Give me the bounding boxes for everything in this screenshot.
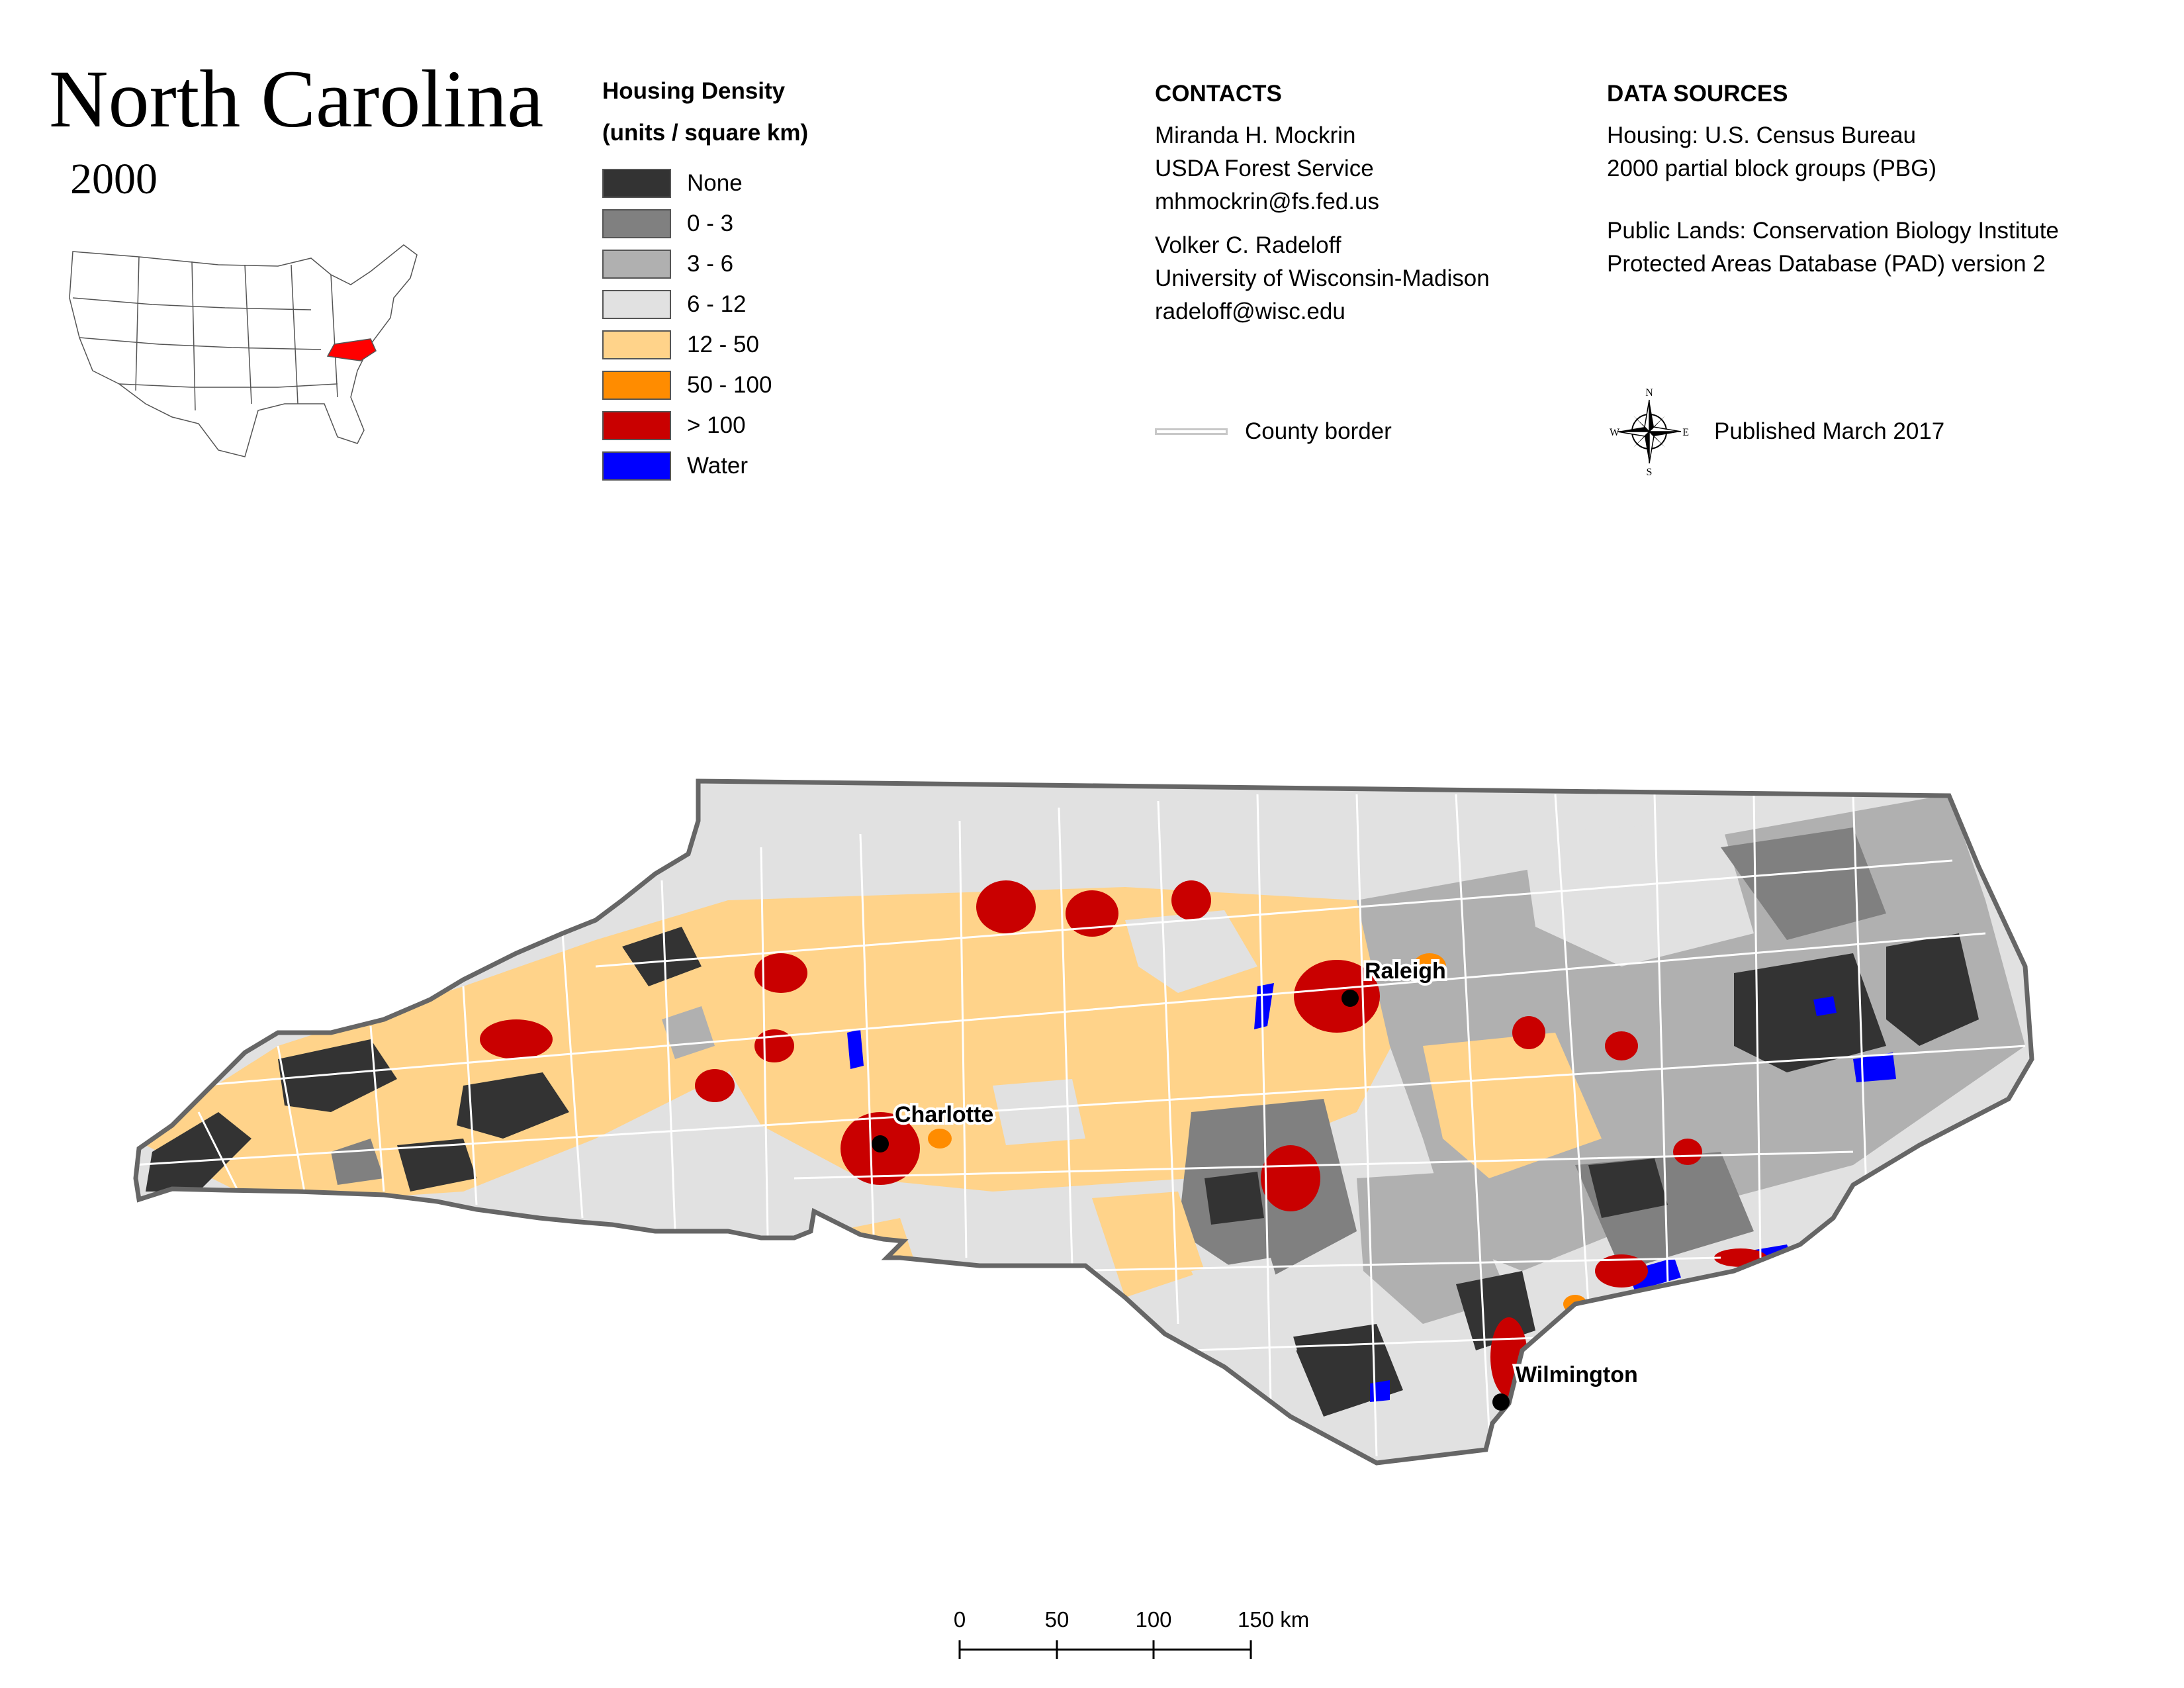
- legend-swatch: [602, 209, 671, 238]
- state-outline: [133, 778, 2034, 1466]
- lands-source-line1: Public Lands: Conservation Biology Insti…: [1607, 218, 2059, 244]
- us-locator-map: [69, 244, 418, 457]
- contact2-email[interactable]: radeloff@wisc.edu: [1155, 299, 1345, 324]
- county-border-legend: County border: [1155, 418, 1392, 445]
- nc-highlight: [326, 338, 377, 361]
- legend-item: 3 - 6: [602, 244, 808, 284]
- us-outline: [69, 244, 418, 457]
- scale-label-1: 50: [1045, 1607, 1069, 1632]
- contact2-org: University of Wisconsin-Madison: [1155, 265, 1490, 291]
- city-label-raleigh: Raleigh: [1365, 959, 1446, 984]
- legend-item: None: [602, 163, 808, 203]
- legend-item: 12 - 50: [602, 324, 808, 365]
- map-year: 2000: [70, 155, 158, 203]
- contacts-block: CONTACTS Miranda H. Mockrin USDA Forest …: [1155, 81, 1490, 328]
- compass-rose-icon: N S E W: [1610, 387, 1689, 477]
- legend-label: 6 - 12: [687, 291, 747, 317]
- scale-label-0: 0: [954, 1607, 966, 1632]
- legend-swatch: [602, 168, 671, 198]
- legend-swatch: [602, 451, 671, 481]
- legend-swatch: [602, 330, 671, 359]
- legend-label: 3 - 6: [687, 250, 734, 277]
- compass-south: S: [1647, 467, 1653, 477]
- county-borders: [136, 794, 2026, 1457]
- city-marker-wilmington: [1492, 1393, 1510, 1411]
- legend-heading: Housing Density: [602, 78, 786, 104]
- contact1-name: Miranda H. Mockrin: [1155, 122, 1356, 148]
- legend-label: None: [687, 169, 743, 196]
- city-charlotte: Charlotte: [872, 1100, 996, 1152]
- north-carolina-map: Raleigh Charlotte Wilmington: [133, 778, 2034, 1466]
- legend-swatch: [602, 410, 671, 440]
- county-border-swatch: [1155, 428, 1228, 435]
- contacts-heading: CONTACTS: [1155, 81, 1282, 107]
- legend-item: 0 - 3: [602, 203, 808, 244]
- legend-item: 50 - 100: [602, 365, 808, 405]
- scale-label-3: 150 km: [1238, 1607, 1309, 1632]
- legend-swatch: [602, 370, 671, 400]
- compass-north: N: [1645, 387, 1653, 399]
- legend-label: > 100: [687, 412, 746, 438]
- housing-source-line1: Housing: U.S. Census Bureau: [1607, 122, 1916, 148]
- map-title: North Carolina: [49, 54, 544, 144]
- legend-swatch: [602, 289, 671, 319]
- lands-source-line2: Protected Areas Database (PAD) version 2: [1607, 251, 2046, 277]
- contact1-org: USDA Forest Service: [1155, 156, 1374, 181]
- sources-heading: DATA SOURCES: [1607, 81, 1788, 107]
- housing-source-line2: 2000 partial block groups (PBG): [1607, 156, 1937, 181]
- city-marker-charlotte: [872, 1135, 889, 1152]
- compass-east: E: [1682, 427, 1689, 438]
- scale-label-2: 100: [1135, 1607, 1171, 1632]
- city-wilmington: Wilmington: [1492, 1360, 1641, 1411]
- city-marker-raleigh: [1342, 990, 1359, 1007]
- legend-label: 50 - 100: [687, 371, 772, 398]
- city-raleigh: Raleigh: [1342, 956, 1449, 1007]
- county-border-label: County border: [1245, 418, 1392, 444]
- city-label-charlotte: Charlotte: [895, 1102, 993, 1127]
- scale-bar: 0 50 100 150 km: [954, 1607, 1309, 1659]
- contact2-name: Volker C. Radeloff: [1155, 232, 1342, 258]
- city-label-wilmington: Wilmington: [1516, 1362, 1638, 1387]
- legend-subheading: (units / square km): [602, 120, 809, 146]
- legend-label: Water: [687, 452, 749, 479]
- legend-label: 12 - 50: [687, 331, 759, 357]
- housing-density-legend: Housing Density (units / square km) None…: [602, 79, 808, 486]
- legend-label: 0 - 3: [687, 210, 734, 236]
- data-sources-block: DATA SOURCES Housing: U.S. Census Bureau…: [1607, 81, 2059, 281]
- compass-west: W: [1610, 427, 1620, 438]
- legend-item: 6 - 12: [602, 284, 808, 324]
- published-date: Published March 2017: [1714, 418, 1945, 444]
- contact1-email[interactable]: mhmockrin@fs.fed.us: [1155, 189, 1379, 214]
- legend-item: Water: [602, 445, 808, 486]
- legend-swatch: [602, 249, 671, 279]
- legend-item: > 100: [602, 405, 808, 445]
